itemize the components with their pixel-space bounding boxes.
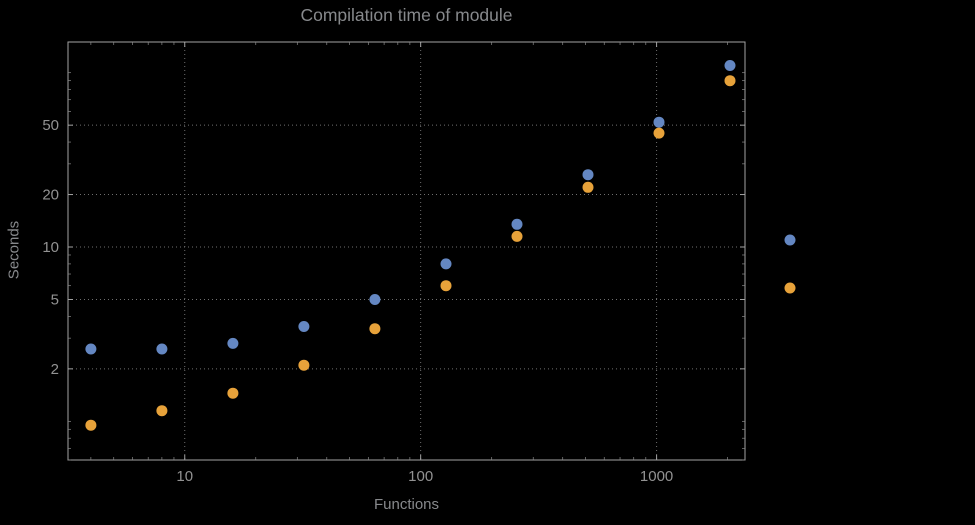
legend-marker-blue: [784, 234, 796, 246]
data-point-orange: [582, 181, 594, 193]
y-axis-label: Seconds: [5, 220, 23, 280]
plot-frame: [67, 41, 746, 461]
data-point-blue: [582, 169, 594, 181]
x-tick-label: 10: [176, 468, 193, 485]
data-point-orange: [369, 323, 381, 335]
data-point-blue: [653, 116, 665, 128]
data-point-orange: [227, 387, 239, 399]
data-point-blue: [724, 60, 736, 71]
data-point-orange: [440, 280, 452, 292]
data-point-blue: [85, 343, 97, 355]
y-tick-label: 5: [51, 291, 59, 308]
data-point-blue: [440, 258, 452, 270]
data-point-blue: [298, 321, 310, 332]
y-tick-label: 20: [42, 187, 59, 204]
data-point-blue: [227, 337, 239, 349]
data-point-blue: [369, 294, 381, 305]
y-tick-label: 2: [51, 361, 59, 378]
y-tick-label: 10: [42, 239, 59, 256]
data-point-orange: [85, 419, 97, 431]
y-tick-label: 50: [42, 117, 59, 134]
data-point-orange: [298, 359, 310, 371]
x-tick-label: 100: [408, 468, 433, 485]
data-point-orange: [724, 75, 736, 87]
data-point-orange: [156, 405, 168, 417]
data-point-orange: [511, 230, 523, 242]
data-point-blue: [156, 343, 168, 355]
legend-marker-orange: [784, 282, 796, 294]
data-point-orange: [653, 127, 665, 139]
chart-title: Compilation time of module: [300, 5, 513, 25]
x-tick-label: 1000: [640, 468, 673, 485]
data-point-blue: [511, 218, 523, 230]
x-axis-label: Functions: [373, 496, 440, 513]
